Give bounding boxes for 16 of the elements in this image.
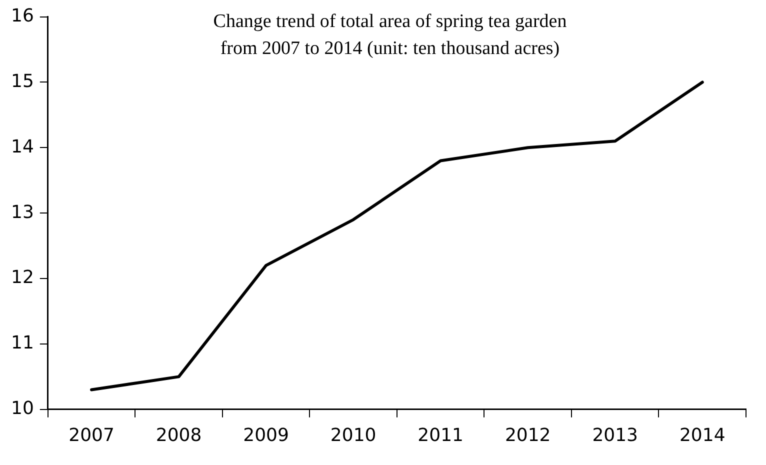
x-tick-label: 2013: [592, 424, 638, 446]
y-tick-label: 15: [11, 70, 34, 92]
x-tick-label: 2010: [330, 424, 376, 446]
y-tick-label: 13: [11, 202, 34, 223]
y-tick-label: 14: [11, 136, 34, 158]
x-tick-label: 2011: [418, 424, 464, 446]
x-tick-label: 2014: [679, 424, 726, 446]
y-tick-label: 16: [11, 5, 34, 26]
x-tick-label: 2008: [156, 424, 202, 446]
y-tick-label: 11: [11, 332, 34, 354]
x-tick-label: 2009: [243, 424, 289, 446]
y-tick-label: 12: [11, 267, 34, 288]
x-tick-label: 2007: [68, 424, 114, 446]
y-tick-label: 10: [11, 398, 34, 420]
x-tick-label: 2012: [504, 424, 551, 446]
chart-title: Change trend of total area of spring tea garden from 2007 to 2014 (unit: ten thousand acres): [212, 10, 568, 61]
